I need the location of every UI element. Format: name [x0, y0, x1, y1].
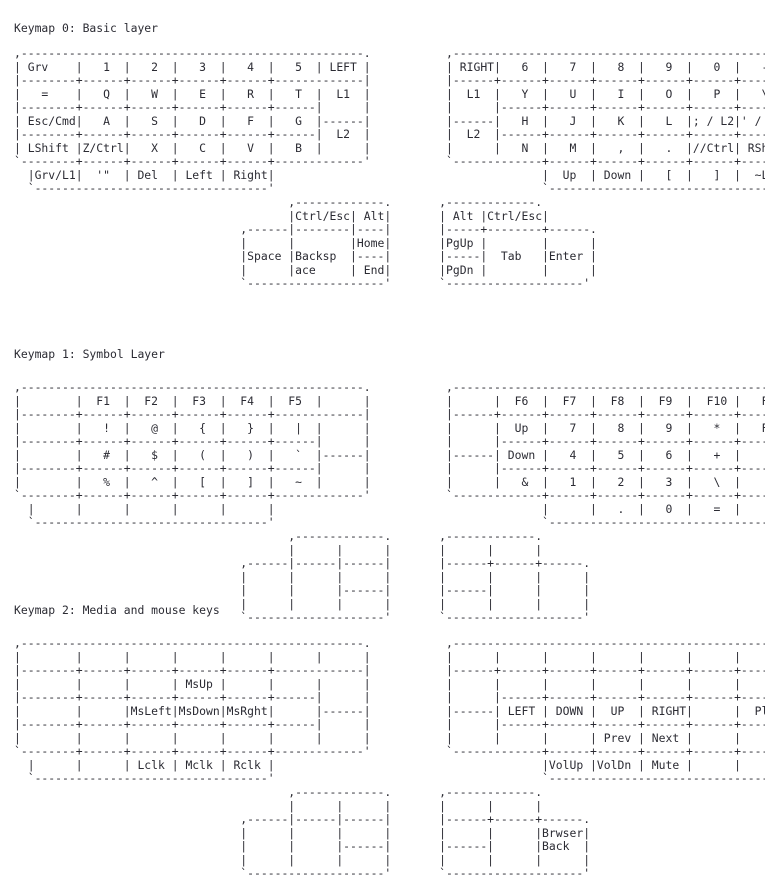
keymap-1-art: ,---------------------------------------…	[14, 380, 765, 625]
keymap-1-title: Keymap 1: Symbol Layer	[14, 347, 165, 361]
keymap-0-art: ,---------------------------------------…	[14, 46, 765, 291]
keymap-2-title: Keymap 2: Media and mouse keys	[14, 603, 220, 617]
keymap-0-title: Keymap 0: Basic layer	[14, 21, 159, 35]
keymap-2-art: ,---------------------------------------…	[14, 636, 765, 881]
